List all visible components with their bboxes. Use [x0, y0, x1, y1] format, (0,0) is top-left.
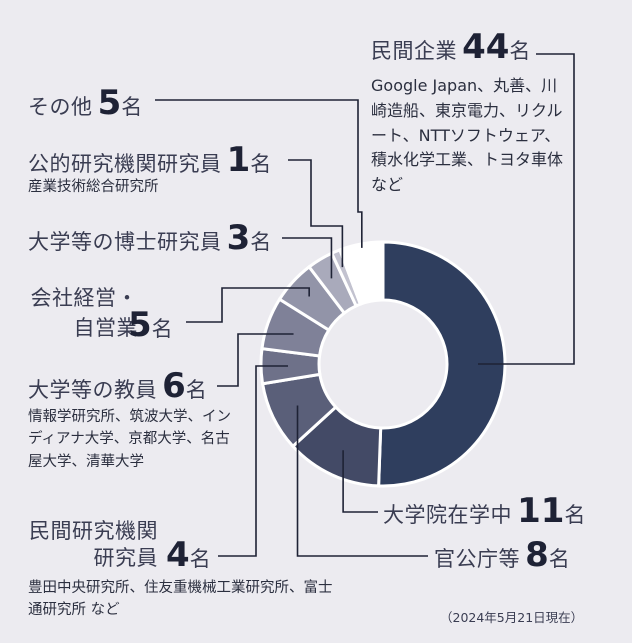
- label-gov-unit: 名: [548, 547, 570, 571]
- leader-line-other: [155, 99, 363, 248]
- label-postdoc-name: 大学等の博士研究員: [28, 230, 222, 254]
- label-other-value: 5: [97, 83, 122, 123]
- leader-line-public: [288, 159, 344, 268]
- label-teacher: 大学等の教員 6名: [28, 369, 207, 403]
- label-gov-name: 官公庁等: [434, 547, 520, 571]
- label-exec-name: 会社経営・自営業: [30, 286, 138, 341]
- label-grad-unit: 名: [564, 503, 586, 527]
- leader-line-exec: [186, 287, 310, 323]
- label-privres: 4名: [166, 538, 211, 572]
- label-teacher-value: 6: [162, 366, 186, 406]
- label-other: その他 5名: [28, 86, 142, 120]
- leader-line-teacher: [217, 333, 294, 387]
- label-teacher-unit: 名: [185, 378, 207, 402]
- leader-line-privres: [218, 365, 289, 557]
- slice-other: [337, 240, 385, 307]
- label-gov: 官公庁等 8名: [434, 538, 570, 572]
- label-postdoc-unit: 名: [250, 230, 272, 254]
- slice-private: [377, 240, 507, 488]
- label-privres-value: 4: [166, 535, 190, 575]
- label-other-unit: 名: [121, 95, 143, 119]
- label-teacher-name: 大学等の教員: [28, 378, 157, 402]
- label-privres-unit: 名: [189, 547, 211, 571]
- label-grad: 大学院在学中 11名: [383, 494, 585, 528]
- label-grad-value: 11: [517, 491, 565, 531]
- label-private: 民間企業 44名: [371, 30, 530, 64]
- label-private-name: 民間企業: [371, 39, 457, 63]
- label-public: 公的研究機関研究員 1名: [28, 143, 271, 177]
- label-public-value: 1: [226, 140, 251, 180]
- label-private-value: 44: [462, 27, 510, 67]
- label-private-unit: 名: [509, 39, 531, 63]
- leader-line-gov: [296, 405, 428, 557]
- label-public-unit: 名: [250, 152, 272, 176]
- label-teacher-details: 情報学研究所、筑波大学、インディアナ大学、京都大学、名古屋大学、清華大学: [28, 409, 231, 470]
- label-privres-details: 豊田中央研究所、住友重機械工業研究所、富士通研究所 など: [28, 580, 333, 619]
- label-exec-value: 5: [128, 305, 152, 345]
- leader-line-private: [477, 53, 575, 365]
- label-grad-name: 大学院在学中: [383, 503, 512, 527]
- label-postdoc: 大学等の博士研究員 3名: [28, 221, 271, 255]
- label-public-name: 公的研究機関研究員: [28, 152, 222, 176]
- label-exec: 5名: [128, 308, 173, 342]
- leader-line-postdoc: [282, 237, 333, 279]
- label-postdoc-value: 3: [226, 218, 251, 258]
- date-note: （2024年5月21日現在）: [440, 610, 584, 625]
- label-public-details: 産業技術総合研究所: [28, 179, 159, 195]
- leader-line-grad: [342, 450, 378, 513]
- label-other-name: その他: [28, 95, 93, 119]
- label-exec-unit: 名: [151, 317, 173, 341]
- label-privres-name: 民間研究機関研究員: [29, 519, 158, 571]
- label-gov-value: 8: [525, 535, 549, 575]
- label-private-details: Google Japan、丸善、川崎造船、東京電力、リクルート、NTTソフトウェ…: [371, 76, 564, 195]
